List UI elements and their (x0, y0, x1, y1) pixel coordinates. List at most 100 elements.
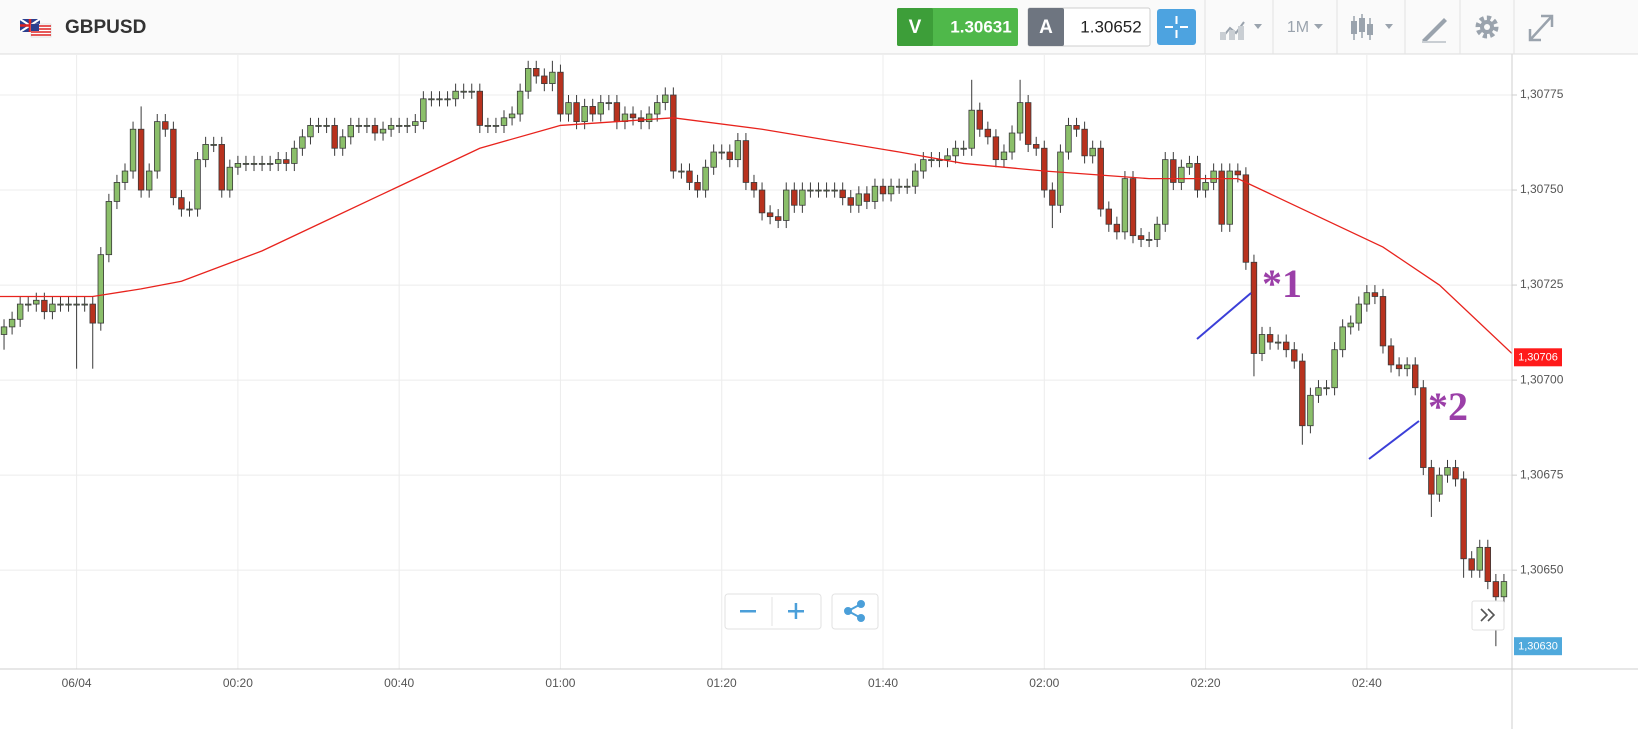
scroll-end-icon (1480, 608, 1496, 622)
x-tick-label: 01:00 (545, 676, 575, 690)
price-tag-label: 1,30630 (1518, 641, 1558, 653)
candle-body (1186, 163, 1193, 168)
fullscreen-button[interactable] (1528, 14, 1554, 42)
share-button[interactable] (831, 593, 879, 630)
candle-body (702, 166, 709, 191)
candle-body (202, 144, 209, 161)
candle-body (363, 125, 371, 127)
candle-body (299, 136, 306, 149)
candle-body (1121, 178, 1129, 233)
candle-body (1484, 546, 1492, 582)
candle-body (1081, 128, 1088, 157)
candle-body (662, 94, 669, 104)
sell-price: 1.30631 (950, 17, 1011, 36)
candle-body (500, 117, 508, 126)
candle-body (1444, 467, 1451, 476)
candle-body (1363, 292, 1371, 305)
candle-body (1468, 558, 1475, 571)
toolbar-bg (0, 0, 1638, 54)
candle-body (1412, 364, 1419, 389)
candle-body (1041, 147, 1048, 191)
candle-body (1299, 360, 1306, 427)
draw-button[interactable] (1422, 18, 1447, 43)
candle-body (1387, 345, 1395, 366)
candle-body (815, 189, 822, 192)
zoom-in[interactable] (788, 603, 804, 619)
candle-body (1008, 132, 1016, 153)
toolbar: GBPUSD V 1.30631 A 1.30652 1M (0, 0, 1638, 55)
candle-body (1170, 159, 1177, 183)
candle-body (1000, 151, 1008, 161)
candle-body (1153, 223, 1161, 240)
candle-body (928, 159, 935, 162)
candle-body (178, 197, 185, 210)
candle-body (895, 185, 903, 188)
candle-body (1016, 102, 1024, 134)
candle-body (234, 163, 242, 168)
candle-body (460, 90, 467, 93)
candle-body (323, 125, 330, 127)
candle-body (1178, 166, 1185, 183)
candle-body (734, 140, 742, 161)
candle-body (678, 170, 685, 173)
candle-body (129, 128, 137, 172)
x-tick-label: 02:00 (1029, 676, 1059, 690)
candle-body (307, 125, 314, 138)
candle-body (1379, 296, 1387, 347)
candle-body (1234, 170, 1242, 176)
candle-body (1283, 341, 1290, 351)
candle-body (549, 71, 556, 85)
candle-body (57, 303, 64, 306)
candle-body (49, 303, 56, 313)
candle-body (1145, 239, 1153, 241)
candle-body (605, 102, 613, 105)
timeframe-button[interactable]: 1M (1287, 19, 1323, 36)
candle-body (452, 90, 459, 100)
symbol: GBPUSD (65, 17, 146, 38)
buy-label: A (1039, 17, 1053, 38)
candle-body (1105, 208, 1112, 225)
x-tick-label: 01:40 (868, 676, 898, 690)
crosshair-button[interactable] (1157, 9, 1196, 45)
candle-body (81, 303, 88, 306)
chart-type-button[interactable] (1220, 21, 1262, 40)
candle-body (992, 136, 1000, 161)
candle-body (863, 193, 871, 202)
candle-body (783, 189, 790, 221)
candle-body (291, 147, 298, 164)
candle-body (444, 98, 451, 101)
candle-body (968, 109, 975, 149)
candle-body (847, 197, 854, 206)
candle-body (33, 299, 40, 305)
x-tick-label: 02:40 (1352, 676, 1382, 690)
candle-body (1420, 387, 1427, 468)
settings-button[interactable] (1475, 15, 1499, 39)
zoom-out[interactable] (740, 610, 756, 613)
candle-body (1065, 125, 1072, 153)
candle-body (105, 201, 113, 256)
candle-body (121, 170, 129, 183)
candle-body (436, 98, 443, 101)
candle-body (1436, 474, 1443, 495)
candle-body (1500, 581, 1508, 598)
candle-body (0, 326, 8, 335)
sell-button[interactable]: V 1.30631 (897, 8, 1018, 46)
buy-button[interactable]: A 1.30652 (1027, 7, 1151, 47)
candle-body (226, 166, 234, 191)
candle-style-button[interactable] (1351, 14, 1393, 40)
candle-body (275, 159, 282, 164)
candle-body (1049, 189, 1056, 206)
scroll-end-button[interactable] (1471, 600, 1505, 631)
candle-body (952, 147, 959, 157)
candle-body (508, 113, 516, 119)
candle-body (912, 170, 919, 187)
candle-body (25, 303, 32, 306)
candle-body (1347, 322, 1354, 328)
price-tag (1514, 348, 1562, 367)
candle-body (186, 208, 193, 211)
candle-body (1218, 170, 1225, 225)
candle-body (65, 303, 72, 306)
candle-body (1307, 394, 1314, 427)
candle-body (1315, 387, 1322, 396)
candle-body (355, 125, 363, 127)
